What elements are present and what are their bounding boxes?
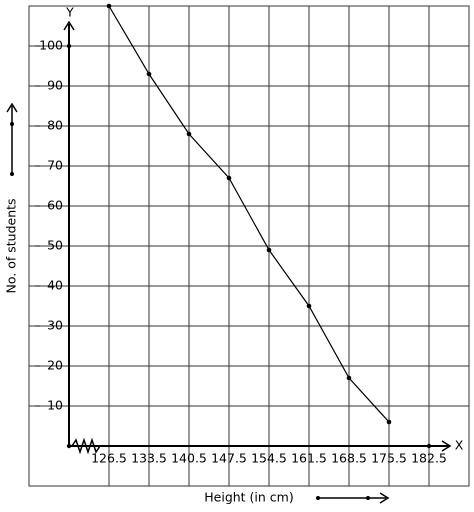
data-point: [386, 419, 392, 425]
data-point: [146, 71, 152, 77]
x-tick-label: 168.5: [331, 451, 367, 466]
y-axis-label: No. of students: [4, 198, 19, 293]
axis-break: [71, 437, 101, 455]
y-axis-name: Y: [65, 5, 74, 20]
y-tick-label: 40: [47, 278, 63, 293]
data-point: [226, 175, 232, 181]
y-tick-label: 100: [39, 38, 63, 53]
x-tick-label: 147.5: [211, 451, 247, 466]
x-tick-label: 182.5: [411, 451, 447, 466]
x-axis-label: Height (in cm): [204, 490, 293, 505]
x-tick-label: 175.5: [371, 451, 407, 466]
data-point: [346, 375, 352, 381]
arrow-dot: [10, 122, 14, 126]
y-tick-label: 10: [47, 398, 63, 413]
axes: [6, 20, 452, 504]
arrow-dot: [10, 172, 14, 176]
y-tick-label: 50: [47, 238, 63, 253]
axis-dot: [66, 43, 72, 49]
y-tick-label: 90: [47, 78, 63, 93]
data-point: [266, 247, 272, 253]
y-tick-label: 60: [47, 198, 63, 213]
data-point: [306, 303, 312, 309]
x-tick-label: 161.5: [291, 451, 327, 466]
x-tick-label: 133.5: [131, 451, 167, 466]
data-point: [186, 131, 192, 137]
y-tick-label: 30: [47, 318, 63, 333]
y-tick-label: 80: [47, 118, 63, 133]
x-tick-label: 140.5: [171, 451, 207, 466]
y-tick-label: 20: [47, 358, 63, 373]
x-tick-label: 154.5: [251, 451, 287, 466]
data-point: [106, 3, 112, 9]
y-direction-arrow-head: [6, 102, 18, 113]
axis-dot: [426, 443, 432, 449]
y-arrow: [63, 20, 75, 31]
x-direction-arrow-head: [379, 492, 390, 504]
x-tick-label: 126.5: [91, 451, 127, 466]
y-tick-label: 70: [47, 158, 63, 173]
x-axis-name: X: [455, 438, 464, 453]
arrow-dot: [316, 496, 320, 500]
data-line: [108, 5, 390, 423]
arrow-dot: [366, 496, 370, 500]
origin-dot: [66, 443, 72, 449]
x-arrow: [441, 440, 452, 452]
